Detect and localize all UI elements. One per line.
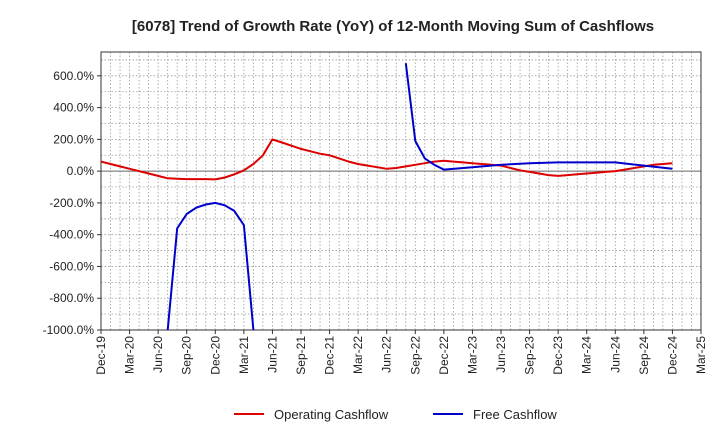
x-tick-label: Dec-19 [94,336,108,375]
x-tick-label: Mar-21 [237,336,251,374]
x-tick-label: Mar-23 [465,336,479,374]
x-tick-label: Sep-22 [408,336,422,375]
chart-title: [6078] Trend of Growth Rate (YoY) of 12-… [132,18,654,35]
x-tick-label: Jun-23 [494,336,508,373]
x-tick-label: Sep-20 [180,336,194,375]
x-tick-label: Jun-21 [265,336,279,373]
x-tick-label: Mar-20 [123,336,137,374]
y-tick-label: 0.0% [67,164,95,178]
plot-area [100,51,702,331]
x-tick-label: Mar-24 [580,336,594,374]
y-tick-label: -1000.0% [43,323,95,337]
y-tick-label: 400.0% [53,101,94,115]
plot-background [101,52,701,330]
y-tick-label: -800.0% [49,291,94,305]
x-tick-label: Jun-24 [608,336,622,373]
x-tick-label: Dec-21 [323,336,337,375]
x-tick-label: Sep-24 [637,336,651,375]
series-layer [101,62,673,330]
free-cashflow-line [404,62,673,171]
y-tick-label: 600.0% [53,69,94,83]
y-tick-label: -200.0% [49,196,94,210]
x-tick-label: Mar-22 [351,336,365,374]
x-tick-label: Sep-21 [294,336,308,375]
x-tick-label: Jun-22 [380,336,394,373]
free-cashflow-line [166,201,255,330]
operating-cashflow-line [101,138,673,181]
legend-label-operating-cashflow: Operating Cashflow [274,407,389,422]
legend: Operating Cashflow Free Cashflow [234,407,557,422]
y-tick-label: 200.0% [53,132,94,146]
x-axis: Dec-19 Mar-20 Jun-20 Sep-20 Dec-20 Mar-21 Jun-… [94,330,708,375]
x-tick-label: Jun-20 [151,336,165,373]
y-tick-label: -600.0% [49,259,94,273]
y-axis: 600.0% 400.0% 200.0% 0.0% -200.0% -400.0% -600… [43,69,101,337]
x-tick-label: Dec-24 [665,336,679,375]
x-tick-label: Dec-23 [551,336,565,375]
x-tick-label: Mar-25 [694,336,708,374]
plot-frame [100,51,702,331]
y-tick-label: -400.0% [49,228,94,242]
x-tick-label: Dec-20 [208,336,222,375]
x-tick-label: Sep-23 [523,336,537,375]
x-tick-label: Dec-22 [437,336,451,375]
legend-label-free-cashflow: Free Cashflow [473,407,557,422]
